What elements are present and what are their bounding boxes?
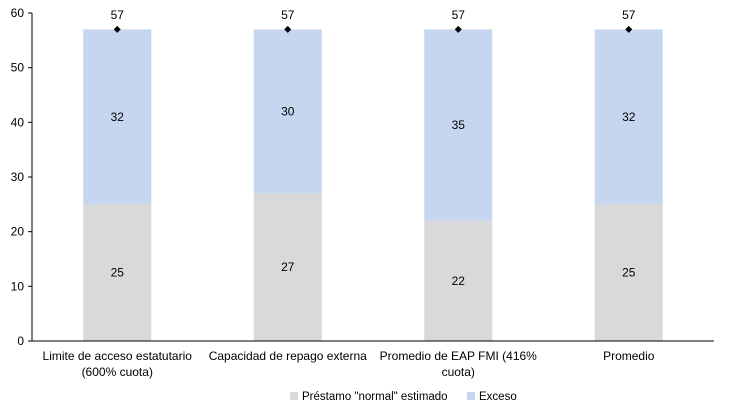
- x-category-label: (600% cuota): [82, 365, 153, 379]
- legend-label: Préstamo "normal" estimado: [302, 391, 448, 403]
- x-category-label: Limite de acceso estatutario: [43, 349, 193, 363]
- legend-label: Exceso: [479, 391, 517, 403]
- total-label: 57: [452, 8, 466, 22]
- y-tick-label: 10: [11, 279, 25, 293]
- x-category-label: cuota): [442, 365, 475, 379]
- bar-segment: [594, 204, 663, 341]
- bar-segment: [594, 29, 663, 205]
- total-label: 57: [281, 8, 295, 22]
- bar-segment: [83, 29, 152, 205]
- total-marker: [284, 25, 292, 33]
- y-tick-label: 30: [11, 170, 25, 184]
- total-marker: [625, 25, 633, 33]
- total-label: 57: [111, 8, 125, 22]
- data-label: 25: [111, 266, 125, 280]
- y-tick-label: 60: [11, 6, 25, 20]
- y-tick-label: 20: [11, 225, 25, 239]
- data-label: 25: [622, 266, 636, 280]
- data-label: 22: [452, 274, 466, 288]
- data-label: 32: [111, 110, 125, 124]
- total-marker: [454, 25, 462, 33]
- y-tick-label: 50: [11, 61, 25, 75]
- data-label: 35: [452, 118, 466, 132]
- data-label: 30: [281, 104, 295, 118]
- bar-segment: [253, 29, 322, 194]
- y-tick-label: 0: [17, 334, 24, 348]
- legend: Préstamo "normal" estimado Exceso: [290, 391, 517, 403]
- data-label: 27: [281, 260, 295, 274]
- legend-swatch: [290, 392, 298, 400]
- bar-segment: [424, 220, 493, 341]
- bar-segment: [253, 193, 322, 341]
- y-axis: 0 10 20 30 40 50 60: [11, 6, 33, 348]
- data-label: 32: [622, 110, 636, 124]
- bars: 25 32 57 27 30 57 22 35 57 25 32 57: [83, 8, 663, 341]
- bar-segment: [83, 204, 152, 341]
- bar-segment: [424, 29, 493, 221]
- x-category-label: Promedio: [603, 349, 655, 363]
- legend-swatch: [467, 392, 475, 400]
- x-category-label: Capacidad de repago externa: [209, 349, 367, 363]
- total-marker: [113, 25, 121, 33]
- x-axis: Limite de acceso estatutario (600% cuota)…: [32, 340, 714, 379]
- y-tick-label: 40: [11, 115, 25, 129]
- x-category-label: Promedio de EAP FMI (416%: [380, 349, 538, 363]
- total-label: 57: [622, 8, 636, 22]
